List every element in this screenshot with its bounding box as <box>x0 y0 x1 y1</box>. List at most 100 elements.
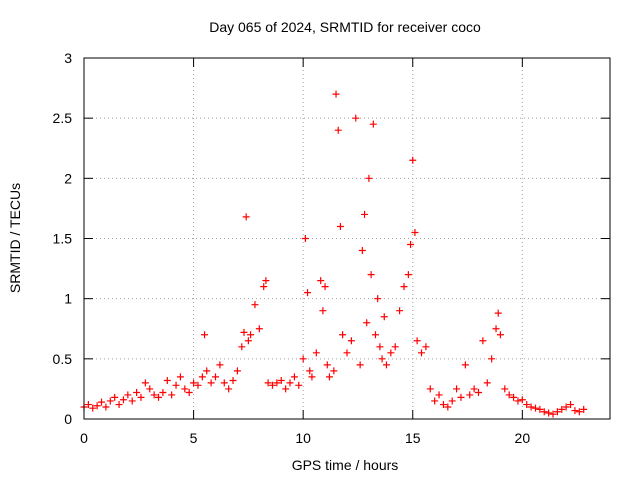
data-point <box>531 404 539 412</box>
data-point <box>518 396 526 404</box>
data-point <box>470 385 478 393</box>
data-point <box>435 391 443 399</box>
data-point <box>422 343 430 351</box>
data-point <box>141 379 149 387</box>
data-point <box>363 319 371 327</box>
data-point <box>229 376 237 384</box>
data-point <box>181 385 189 393</box>
data-point <box>133 389 141 397</box>
data-point <box>382 361 390 369</box>
data-point <box>262 277 270 285</box>
data-point <box>119 396 127 404</box>
data-point <box>233 367 241 375</box>
data-point <box>439 401 447 409</box>
data-point <box>238 343 246 351</box>
data-point <box>367 271 375 279</box>
data-point <box>453 385 461 393</box>
data-point <box>461 361 469 369</box>
data-point <box>374 295 382 303</box>
y-tick-label: 1.5 <box>53 231 73 247</box>
data-point <box>93 402 101 410</box>
data-point <box>295 381 303 389</box>
x-axis-label: GPS time / hours <box>292 457 399 473</box>
data-point <box>580 405 588 413</box>
data-point <box>492 325 500 333</box>
data-point <box>391 343 399 351</box>
data-point <box>479 337 487 345</box>
data-point <box>286 379 294 387</box>
y-tick-label: 0 <box>64 411 72 427</box>
data-point <box>306 367 314 375</box>
data-points <box>80 90 588 418</box>
data-point <box>185 389 193 397</box>
data-point <box>558 405 566 413</box>
data-point <box>172 381 180 389</box>
data-point <box>369 120 377 128</box>
data-point <box>339 331 347 339</box>
data-point <box>319 307 327 315</box>
data-point <box>201 331 209 339</box>
x-tick-label: 15 <box>405 430 421 446</box>
data-point <box>494 309 502 317</box>
y-tick-label: 3 <box>64 50 72 66</box>
data-point <box>190 379 198 387</box>
data-point <box>407 241 415 249</box>
y-axis-label: SRMTID / TECUs <box>7 183 23 293</box>
data-point <box>317 277 325 285</box>
x-tick-label: 5 <box>190 430 198 446</box>
data-point <box>290 373 298 381</box>
data-point <box>323 361 331 369</box>
y-tick-label: 1 <box>64 291 72 307</box>
data-point <box>575 408 583 416</box>
data-point <box>475 389 482 397</box>
y-tick-label: 2.5 <box>53 110 73 126</box>
data-point <box>380 313 388 321</box>
data-point <box>361 210 369 218</box>
data-point <box>396 307 404 315</box>
data-point <box>207 379 215 387</box>
data-point <box>220 379 228 387</box>
data-point <box>155 393 163 401</box>
data-point <box>496 331 504 339</box>
data-point <box>150 391 158 399</box>
data-point <box>371 331 379 339</box>
data-point <box>308 373 316 381</box>
data-point <box>251 301 259 309</box>
data-point <box>89 404 97 412</box>
x-tick-label: 20 <box>515 430 531 446</box>
plot-frame <box>83 57 611 420</box>
data-point <box>225 385 233 393</box>
data-point <box>431 397 439 405</box>
data-point <box>277 376 285 384</box>
data-point <box>282 385 290 393</box>
data-point <box>128 397 136 405</box>
data-point <box>466 391 474 399</box>
data-point <box>404 271 412 279</box>
data-point <box>510 393 518 401</box>
data-point <box>273 379 281 387</box>
data-point <box>111 393 119 401</box>
data-point <box>343 349 351 357</box>
data-point <box>168 391 176 399</box>
data-point <box>330 367 338 375</box>
data-point <box>194 381 202 389</box>
data-point <box>312 349 320 357</box>
data-point <box>501 385 509 393</box>
data-point <box>352 114 360 122</box>
data-point <box>255 325 263 333</box>
data-point <box>545 409 553 417</box>
data-point <box>426 385 434 393</box>
data-point <box>444 403 452 411</box>
y-tick-label: 0.5 <box>53 351 73 367</box>
data-point <box>212 373 219 381</box>
data-point <box>98 398 106 406</box>
x-tick-label: 10 <box>295 430 311 446</box>
data-point <box>198 373 206 381</box>
data-point <box>124 391 132 399</box>
data-point <box>505 391 513 399</box>
data-point <box>418 349 426 357</box>
data-point <box>409 156 417 164</box>
data-point <box>376 343 384 351</box>
